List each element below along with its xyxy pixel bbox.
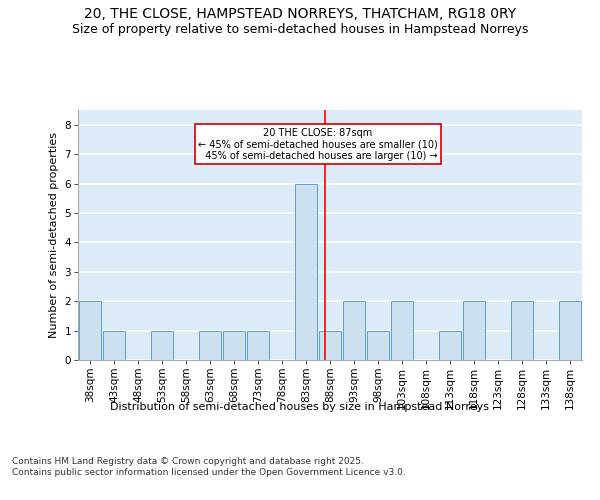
- Bar: [439, 330, 461, 360]
- Bar: [199, 330, 221, 360]
- Bar: [559, 301, 581, 360]
- Bar: [103, 330, 125, 360]
- Bar: [223, 330, 245, 360]
- Y-axis label: Number of semi-detached properties: Number of semi-detached properties: [49, 132, 59, 338]
- Bar: [391, 301, 413, 360]
- Text: Distribution of semi-detached houses by size in Hampstead Norreys: Distribution of semi-detached houses by …: [110, 402, 490, 412]
- Bar: [247, 330, 269, 360]
- Bar: [343, 301, 365, 360]
- Bar: [295, 184, 317, 360]
- Bar: [319, 330, 341, 360]
- Bar: [367, 330, 389, 360]
- Bar: [151, 330, 173, 360]
- Bar: [511, 301, 533, 360]
- Bar: [79, 301, 101, 360]
- Text: 20 THE CLOSE: 87sqm
← 45% of semi-detached houses are smaller (10)
  45% of semi: 20 THE CLOSE: 87sqm ← 45% of semi-detach…: [198, 128, 438, 161]
- Text: Contains HM Land Registry data © Crown copyright and database right 2025.
Contai: Contains HM Land Registry data © Crown c…: [12, 458, 406, 477]
- Text: 20, THE CLOSE, HAMPSTEAD NORREYS, THATCHAM, RG18 0RY: 20, THE CLOSE, HAMPSTEAD NORREYS, THATCH…: [84, 8, 516, 22]
- Bar: [463, 301, 485, 360]
- Text: Size of property relative to semi-detached houses in Hampstead Norreys: Size of property relative to semi-detach…: [72, 22, 528, 36]
